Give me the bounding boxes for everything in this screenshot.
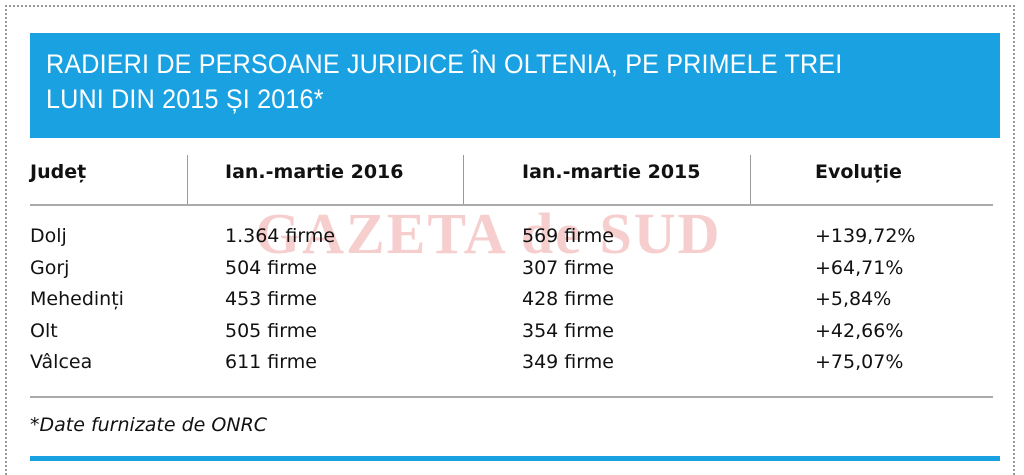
table-cell: Gorj <box>30 256 70 279</box>
watermark: GAZETA de SUD <box>255 201 722 266</box>
table-cell: Olt <box>30 319 58 342</box>
table-cell: 453 firme <box>225 288 317 310</box>
table-cell: 307 firme <box>522 256 614 279</box>
table-cell: 354 firme <box>522 319 614 342</box>
table-bottom-rule <box>30 396 993 398</box>
title-line: LUNI DIN 2015 ȘI 2016* <box>46 84 324 114</box>
column-divider <box>750 155 751 205</box>
table-cell: +75,07% <box>815 351 904 373</box>
table-cell: 504 firme <box>225 256 317 279</box>
table-cell: 349 firme <box>522 351 614 373</box>
column-divider <box>187 155 188 205</box>
table-cell: +5,84% <box>815 288 892 310</box>
column-divider <box>463 155 464 205</box>
bottom-bar <box>30 456 1000 461</box>
table-cell: 611 firme <box>225 351 317 373</box>
table-cell: 505 firme <box>225 319 317 342</box>
table-cell: +64,71% <box>815 256 904 279</box>
column-header: Județ <box>30 161 87 183</box>
table-cell: 1.364 firme <box>225 225 336 247</box>
footnote: *Date furnizate de ONRC <box>30 414 268 436</box>
title-banner: RADIERI DE PERSOANE JURIDICE ÎN OLTENIA,… <box>30 33 1000 138</box>
table-cell: 569 firme <box>522 225 614 247</box>
table-cell: +42,66% <box>815 319 904 342</box>
title-line: RADIERI DE PERSOANE JURIDICE ÎN OLTENIA,… <box>46 49 843 79</box>
table-cell: Vâlcea <box>30 351 93 373</box>
dotted-frame <box>5 5 1015 475</box>
column-header: Ian.-martie 2016 <box>225 161 404 183</box>
table-cell: +139,72% <box>815 225 916 247</box>
column-header: Ian.-martie 2015 <box>522 161 701 183</box>
table-cell: 428 firme <box>522 288 614 310</box>
column-header: Evoluție <box>815 161 902 183</box>
table-cell: Mehedinți <box>30 288 124 310</box>
table-cell: Dolj <box>30 225 67 247</box>
header-rule <box>30 204 993 206</box>
